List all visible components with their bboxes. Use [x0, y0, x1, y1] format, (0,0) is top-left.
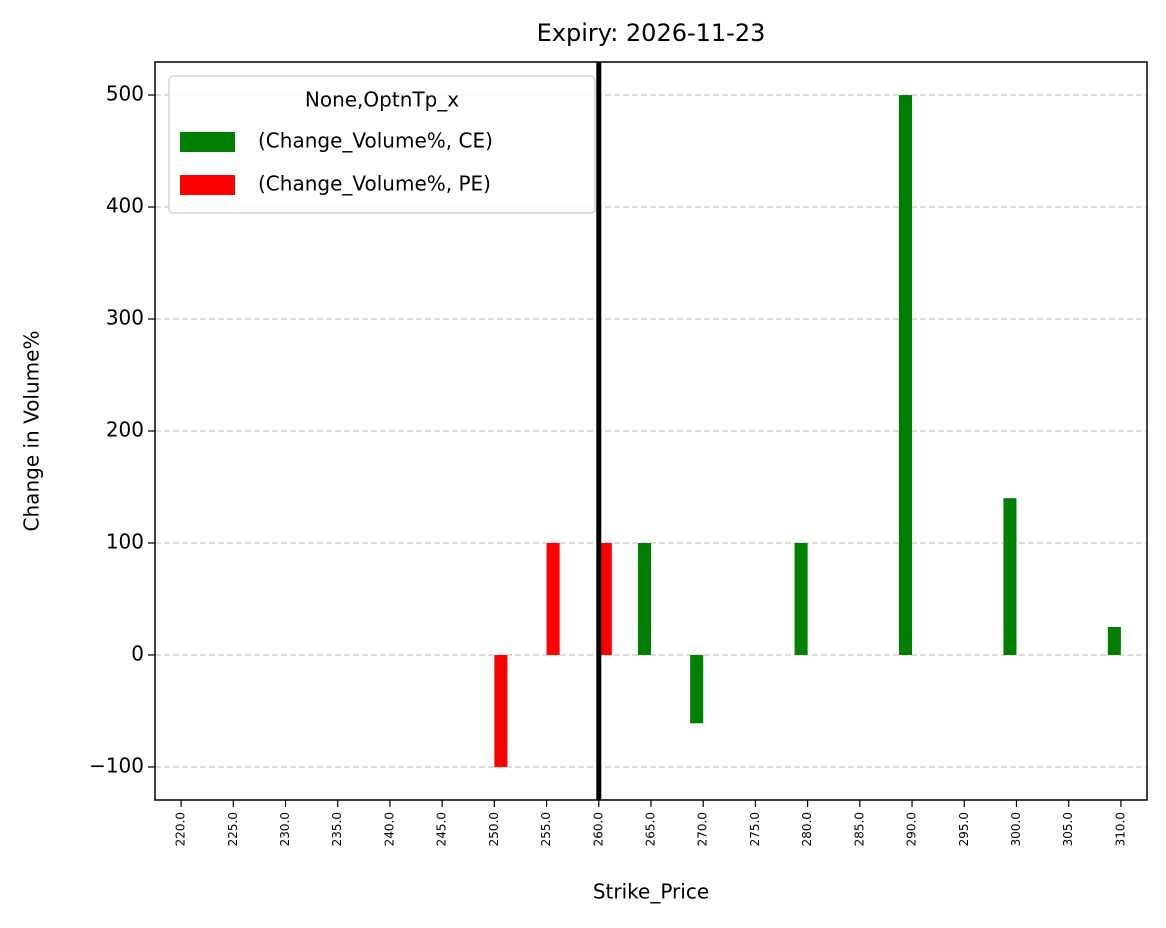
- x-tick-label: 295.0: [957, 812, 971, 846]
- legend-swatch: [180, 175, 235, 195]
- x-tick-label: 270.0: [696, 812, 710, 846]
- bar: [899, 95, 913, 655]
- y-tick-label: 300: [106, 306, 144, 330]
- x-tick-label: 240.0: [382, 812, 396, 846]
- plot-frame: [154, 61, 1148, 801]
- y-tick-label: 500: [106, 82, 144, 106]
- x-tick-label: 280.0: [800, 812, 814, 846]
- legend-swatch: [180, 132, 235, 152]
- x-tick-label: 230.0: [278, 812, 292, 846]
- bar: [1107, 626, 1121, 655]
- y-tick-label: 100: [106, 529, 144, 553]
- x-tick-label: 225.0: [226, 812, 240, 846]
- x-tick-label: 275.0: [748, 812, 762, 846]
- x-tick-label: 235.0: [330, 812, 344, 846]
- bar: [1003, 498, 1017, 655]
- x-tick-label: 260.0: [591, 812, 605, 846]
- x-tick-label: 305.0: [1061, 812, 1075, 846]
- y-tick-label: 400: [106, 194, 144, 218]
- x-tick-label: 265.0: [644, 812, 658, 846]
- legend-label: (Change_Volume%, PE): [258, 172, 491, 196]
- y-tick-label: −100: [89, 753, 144, 777]
- x-axis-label: Strike_Price: [593, 880, 709, 904]
- bar: [598, 542, 612, 655]
- x-tick-label: 285.0: [852, 812, 866, 846]
- y-axis-label: Change in Volume%: [20, 331, 44, 532]
- legend-title: None,OptnTp_x: [305, 88, 459, 112]
- bar: [690, 654, 704, 724]
- y-tick-label: 200: [106, 418, 144, 442]
- x-tick-label: 245.0: [435, 812, 449, 846]
- x-tick-label: 250.0: [487, 812, 501, 846]
- y-tick-label: 0: [131, 641, 144, 665]
- bar: [546, 542, 560, 655]
- x-tick-label: 290.0: [905, 812, 919, 846]
- x-tick-label: 310.0: [1113, 812, 1127, 846]
- x-tick-label: 255.0: [539, 812, 553, 846]
- bar: [794, 542, 808, 655]
- legend-box: [168, 75, 596, 214]
- bar: [494, 654, 508, 767]
- legend: None,OptnTp_x (Change_Volume%, CE) (Change…: [168, 75, 596, 214]
- x-tick-label: 220.0: [174, 812, 188, 846]
- chart-title: Expiry: 2026-11-23: [537, 19, 766, 47]
- bar: [637, 542, 651, 655]
- x-tick-label: 300.0: [1009, 812, 1023, 846]
- legend-label: (Change_Volume%, CE): [258, 129, 493, 153]
